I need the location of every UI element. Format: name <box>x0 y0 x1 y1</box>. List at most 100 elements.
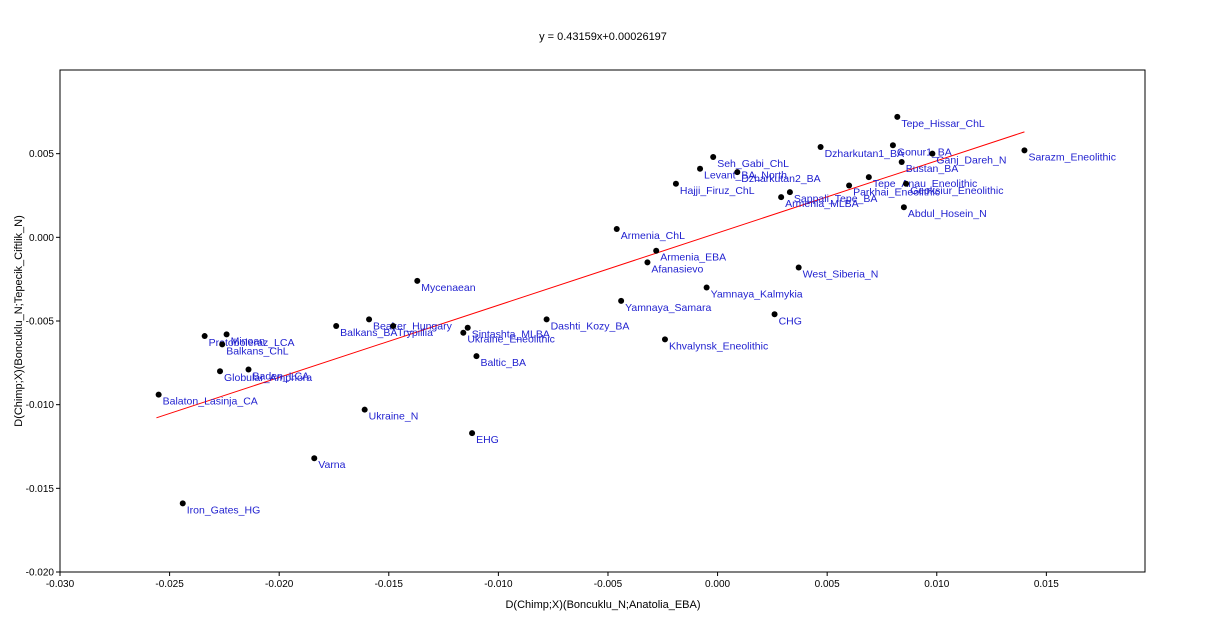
point-marker <box>223 331 230 338</box>
point-marker <box>846 182 853 189</box>
data-point: Iron_Gates_HG <box>179 500 261 516</box>
point-marker <box>894 113 901 120</box>
point-label: Tepe_Hissar_ChL <box>901 118 985 130</box>
x-tick-label: 0.015 <box>1034 579 1059 590</box>
point-label: CHG <box>779 315 802 327</box>
data-point: Afanasievo <box>644 259 704 275</box>
point-label: Parkhai_Eneolithic <box>853 186 940 198</box>
point-marker <box>366 316 373 323</box>
data-point: Sappali_Tepe_BA <box>786 189 877 205</box>
data-point: Ganj_Dareh_N <box>929 150 1006 167</box>
point-label: Dzharkutan1_BA <box>825 148 904 160</box>
point-label: Armenia_MLBA <box>785 198 859 210</box>
point-marker <box>900 204 907 211</box>
x-tick-label: -0.005 <box>594 579 623 590</box>
point-marker <box>460 329 467 336</box>
data-point: Yamnaya_Kalmykia <box>703 284 803 301</box>
point-label: Ganj_Dareh_N <box>936 155 1006 167</box>
point-marker <box>473 353 480 360</box>
data-point: West_Siberia_N <box>795 264 878 280</box>
point-marker <box>217 368 224 375</box>
data-point: EHG <box>469 430 499 446</box>
point-label: Balkans_ChL <box>226 345 289 357</box>
point-marker <box>929 150 936 157</box>
y-axis-label: D(Chimp;X)(Boncuklu_N;Tepecik_Ciftlik_N) <box>13 215 25 427</box>
point-marker <box>414 277 421 284</box>
data-point: Gonur1_BA <box>889 142 952 158</box>
point-label: Khvalynsk_Eneolithic <box>669 340 768 352</box>
point-label: Iron_Gates_HG <box>187 504 261 516</box>
x-tick-label: -0.010 <box>484 579 513 590</box>
data-point: Balkans_ChL <box>219 341 289 357</box>
regression-line <box>156 131 1025 419</box>
point-label: Dzharkutan2_BA <box>741 173 820 185</box>
data-point: Tepe_Anau_Eneolithic <box>865 174 978 190</box>
axis-ticks: -0.030 -0.025 -0.020 -0.015 -0.010 -0.005 0.00… <box>26 149 1060 590</box>
point-label: Ukraine_N <box>369 411 419 423</box>
y-tick-label: -0.005 <box>26 317 55 328</box>
point-label: Balkans_BA <box>340 327 397 339</box>
data-point: Armenia_ChL <box>613 225 685 242</box>
point-marker <box>778 194 785 201</box>
data-point: Levant_BA_North <box>697 165 787 182</box>
point-marker <box>697 165 704 172</box>
point-label: Globular_Amphora <box>224 372 312 384</box>
data-point: Sintashta_MLBA <box>464 324 550 341</box>
point-marker <box>333 323 340 330</box>
point-marker <box>618 297 625 304</box>
point-marker <box>543 316 550 323</box>
data-point: Protoboleraz_LCA <box>201 333 295 349</box>
point-label: Levant_BA_North <box>704 170 787 182</box>
point-label: Seh_Gabi_ChL <box>717 158 789 170</box>
data-point: Ukraine_N <box>361 406 419 423</box>
point-marker <box>653 247 660 254</box>
point-marker <box>311 455 318 462</box>
data-point: Yamnaya_Samara <box>618 297 711 314</box>
data-point: Parkhai_Eneolithic <box>846 182 940 198</box>
y-tick-label: -0.010 <box>26 400 55 411</box>
data-point: Hajji_Firuz_ChL <box>672 180 755 197</box>
point-marker <box>201 333 208 340</box>
data-point: Tepe_Hissar_ChL <box>894 113 985 130</box>
point-marker <box>903 180 910 187</box>
point-label: Protoboleraz_LCA <box>209 337 295 349</box>
point-label: Baltic_BA <box>480 357 526 369</box>
point-label: Abdul_Hosein_N <box>908 208 987 220</box>
point-label: Sarazm_Eneolithic <box>1028 151 1116 163</box>
data-point: Baden_LCA <box>245 366 309 383</box>
point-label: Hajji_Firuz_ChL <box>680 185 755 197</box>
point-label: Geoksiur_Eneolithic <box>910 185 1003 197</box>
point-marker <box>672 180 679 187</box>
point-label: Gonur1_BA <box>897 146 952 158</box>
data-point: Khvalynsk_Eneolithic <box>661 336 768 352</box>
point-marker <box>889 142 896 149</box>
data-point: Ukraine_Eneolithic <box>460 329 555 346</box>
x-tick-label: -0.025 <box>155 579 184 590</box>
point-marker <box>786 189 793 196</box>
x-tick-label: 0.010 <box>924 579 949 590</box>
point-label: Tepe_Anau_Eneolithic <box>873 178 978 190</box>
point-marker <box>219 341 226 348</box>
data-point: Seh_Gabi_ChL <box>710 154 789 170</box>
point-marker <box>661 336 668 343</box>
point-marker <box>245 366 252 373</box>
point-label: Varna <box>318 459 345 471</box>
point-marker <box>1021 147 1028 154</box>
x-tick-label: -0.015 <box>375 579 404 590</box>
point-label: Balaton_Lasinja_CA <box>163 396 258 408</box>
point-marker <box>710 154 717 161</box>
y-tick-label: -0.015 <box>26 484 55 495</box>
data-points: Tepe_Hissar_ChL Dzharkutan1_BAGonur1_BAGa… <box>155 113 1116 516</box>
data-point: Dashti_Kozy_BA <box>543 316 629 332</box>
point-marker <box>469 430 476 437</box>
point-label: Armenia_EBA <box>660 252 726 264</box>
point-marker <box>898 159 905 166</box>
chart-title: y = 0.43159x+0.00026197 <box>539 31 667 43</box>
point-marker <box>734 169 741 176</box>
point-marker <box>817 143 824 150</box>
data-point: Dzharkutan1_BA <box>817 143 904 160</box>
point-marker <box>865 174 872 181</box>
data-point: Varna <box>311 455 346 471</box>
data-point: Abdul_Hosein_N <box>900 204 987 220</box>
